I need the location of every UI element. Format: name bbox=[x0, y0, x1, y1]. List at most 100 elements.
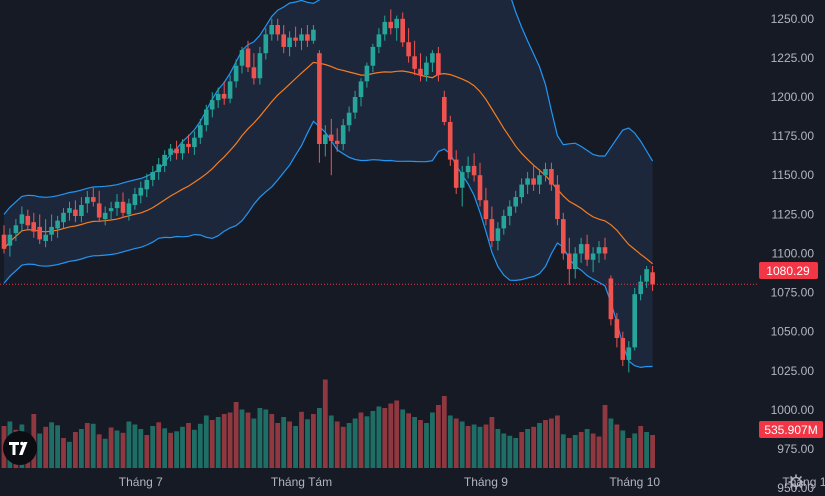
candle bbox=[323, 125, 328, 157]
candle-body bbox=[489, 219, 495, 241]
candle-body bbox=[293, 37, 298, 41]
candle-body bbox=[25, 215, 31, 226]
volume-bar bbox=[269, 414, 275, 468]
volume-bar bbox=[156, 422, 162, 469]
candle bbox=[543, 162, 548, 182]
candle bbox=[79, 197, 84, 223]
candle bbox=[340, 118, 346, 151]
volume-bar bbox=[293, 426, 298, 468]
candle-body bbox=[114, 201, 120, 209]
candle bbox=[578, 237, 584, 263]
candle bbox=[31, 212, 36, 238]
candle-body bbox=[227, 81, 233, 99]
volume-bar bbox=[102, 438, 108, 469]
volume-bar bbox=[441, 396, 447, 468]
candle-body bbox=[150, 172, 155, 180]
y-tick-label: 1025.00 bbox=[771, 364, 815, 378]
bollinger-band-area bbox=[4, 0, 653, 368]
volume-bar bbox=[281, 417, 287, 468]
volume-bar bbox=[90, 423, 96, 469]
candle bbox=[263, 28, 269, 60]
candle-body bbox=[204, 109, 209, 126]
candle-body bbox=[459, 172, 465, 188]
candle bbox=[37, 214, 42, 245]
candle-body bbox=[364, 65, 370, 82]
volume-bar bbox=[275, 423, 281, 468]
candle bbox=[150, 165, 155, 187]
volume-bar bbox=[608, 418, 614, 468]
candle-body bbox=[620, 338, 626, 360]
candle bbox=[1, 225, 7, 254]
volume-bar bbox=[483, 424, 489, 468]
volume-bar bbox=[311, 414, 316, 468]
volume-bar bbox=[436, 405, 441, 468]
candle-body bbox=[31, 222, 36, 232]
candle bbox=[114, 194, 120, 216]
last-price-badge: 1080.29 bbox=[759, 262, 818, 279]
candle bbox=[102, 206, 108, 226]
volume-bar bbox=[239, 409, 245, 468]
candle-body bbox=[138, 187, 144, 196]
candle-body bbox=[263, 34, 269, 54]
volume-bar bbox=[412, 417, 417, 468]
candle bbox=[7, 228, 13, 257]
candle-body bbox=[436, 53, 441, 76]
candle bbox=[180, 139, 185, 160]
candle bbox=[25, 209, 31, 230]
volume-bar bbox=[560, 434, 566, 469]
volume-bar bbox=[79, 429, 84, 468]
volume-bar bbox=[114, 430, 120, 468]
candle bbox=[358, 78, 364, 107]
candle-body bbox=[174, 148, 179, 154]
candle bbox=[489, 206, 495, 248]
volume-bar bbox=[584, 429, 590, 468]
volume-bar bbox=[578, 432, 584, 468]
candle-body bbox=[162, 154, 167, 166]
volume-bar bbox=[620, 430, 626, 468]
y-tick-label: 1125.00 bbox=[772, 207, 815, 221]
candle bbox=[394, 15, 399, 41]
candle bbox=[120, 192, 126, 218]
candle-body bbox=[614, 319, 620, 338]
gear-icon[interactable] bbox=[788, 474, 804, 490]
candle-body bbox=[287, 37, 292, 47]
candle bbox=[168, 143, 173, 162]
candle bbox=[43, 219, 48, 248]
candle bbox=[96, 190, 102, 223]
candle bbox=[447, 115, 453, 166]
candle bbox=[608, 275, 614, 326]
volume-bar bbox=[370, 411, 376, 468]
candle-body bbox=[430, 53, 435, 63]
volume-bar bbox=[221, 414, 227, 468]
volume-bar bbox=[150, 426, 156, 468]
candle bbox=[227, 75, 233, 104]
candle bbox=[537, 169, 542, 194]
candle bbox=[620, 331, 626, 367]
volume-bar bbox=[430, 412, 435, 468]
volume-bar bbox=[197, 423, 203, 469]
candle bbox=[91, 187, 96, 207]
candle-body bbox=[555, 184, 560, 219]
bollinger-band-fill bbox=[4, 0, 653, 368]
x-tick-label: Tháng 10 bbox=[609, 475, 660, 489]
candle bbox=[638, 275, 643, 301]
candle bbox=[85, 190, 90, 213]
candle-body bbox=[281, 34, 286, 47]
bollinger-upper-line bbox=[3, 0, 654, 215]
volume-bar bbox=[519, 432, 525, 468]
volume-bar bbox=[572, 435, 578, 468]
volume-bar bbox=[602, 405, 608, 468]
candle-body bbox=[192, 137, 197, 148]
candle bbox=[13, 219, 19, 241]
volume-bar bbox=[174, 431, 179, 469]
candle-body bbox=[584, 244, 590, 260]
candle-body bbox=[275, 25, 280, 35]
candle bbox=[525, 172, 530, 194]
tradingview-logo-icon[interactable] bbox=[3, 431, 37, 465]
y-axis[interactable]: 950.00975.001000.001025.001050.001075.00… bbox=[771, 12, 815, 495]
volume-bar bbox=[37, 433, 43, 468]
volume-bar bbox=[299, 411, 304, 469]
candle bbox=[209, 92, 215, 118]
